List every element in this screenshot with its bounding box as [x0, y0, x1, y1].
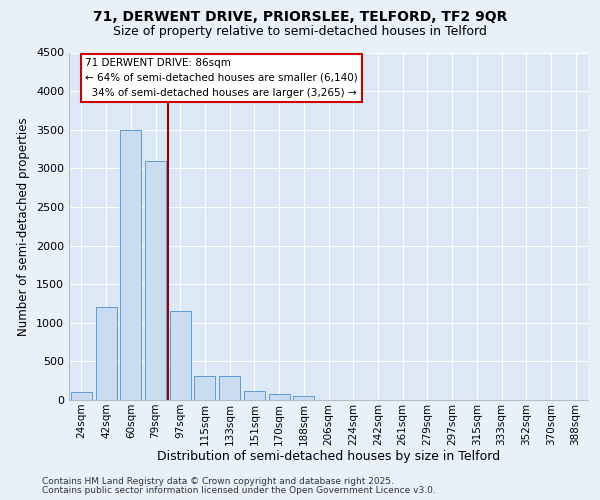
- Bar: [95, 308, 116, 400]
- Text: Size of property relative to semi-detached houses in Telford: Size of property relative to semi-detach…: [113, 25, 487, 38]
- Bar: [120, 130, 141, 400]
- Text: 71, DERWENT DRIVE, PRIORSLEE, TELFORD, TF2 9QR: 71, DERWENT DRIVE, PRIORSLEE, TELFORD, T…: [93, 10, 507, 24]
- Bar: [244, 390, 265, 400]
- Bar: [219, 376, 240, 400]
- Text: Contains public sector information licensed under the Open Government Licence v3: Contains public sector information licen…: [42, 486, 436, 495]
- X-axis label: Distribution of semi-detached houses by size in Telford: Distribution of semi-detached houses by …: [157, 450, 500, 464]
- Bar: [170, 311, 191, 400]
- Bar: [71, 392, 92, 400]
- Bar: [269, 394, 290, 400]
- Bar: [194, 376, 215, 400]
- Text: Contains HM Land Registry data © Crown copyright and database right 2025.: Contains HM Land Registry data © Crown c…: [42, 477, 394, 486]
- Bar: [145, 160, 166, 400]
- Text: 71 DERWENT DRIVE: 86sqm
← 64% of semi-detached houses are smaller (6,140)
  34% : 71 DERWENT DRIVE: 86sqm ← 64% of semi-de…: [85, 58, 358, 98]
- Bar: [293, 396, 314, 400]
- Y-axis label: Number of semi-detached properties: Number of semi-detached properties: [17, 117, 31, 336]
